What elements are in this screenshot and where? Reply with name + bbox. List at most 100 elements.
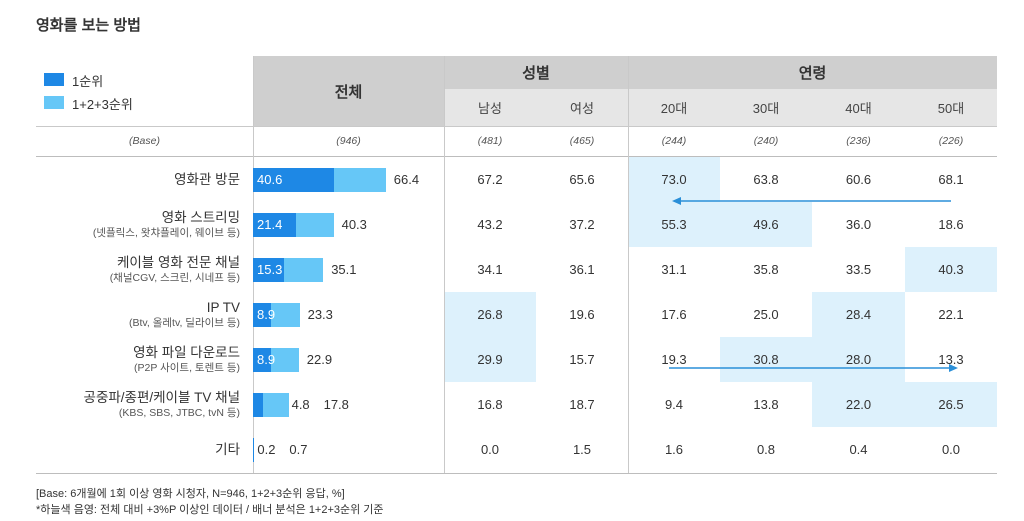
value-cell: 22.1 — [938, 307, 964, 322]
row-label-main: 케이블 영화 전문 채널 — [116, 254, 240, 270]
row-label: 영화 스트리밍 (넷플릭스, 왓챠플레이, 웨이브 등) — [36, 209, 240, 240]
highlight-cell — [812, 292, 905, 337]
bar-first — [253, 437, 254, 462]
value-cell: 28.0 — [845, 352, 872, 367]
base-count: (240) — [753, 135, 779, 147]
value-cell: 18.7 — [569, 397, 595, 412]
row-label: 영화 파일 다운로드 (P2P 사이트, 토렌트 등) — [36, 344, 240, 375]
base-count: (481) — [477, 135, 503, 147]
value-cell: 29.9 — [477, 352, 503, 367]
value-cell: 0.4 — [849, 442, 868, 457]
row-label-sub: (Btv, 올레tv, 딜라이브 등) — [129, 316, 240, 329]
highlight-cell — [628, 157, 720, 202]
value-cell: 31.1 — [661, 262, 687, 277]
header-gender-bg — [444, 56, 628, 89]
value-cell: 36.1 — [569, 262, 595, 277]
row-label: 영화관 방문 — [36, 171, 240, 188]
bar-first-label: 15.3 — [257, 261, 283, 277]
highlight-cell — [444, 337, 536, 382]
value-cell: 25.0 — [753, 307, 779, 322]
footnote-base: [Base: 6개월에 1회 이상 영화 시청자, N=946, 1+2+3순위… — [36, 488, 345, 500]
legend-swatch-first — [44, 73, 64, 86]
row-label-main: 영화관 방문 — [174, 171, 240, 187]
highlight-cell — [812, 337, 905, 382]
value-cell: 65.6 — [569, 172, 595, 187]
header-age: 연령 — [798, 65, 827, 82]
value-cell: 43.2 — [477, 217, 503, 232]
header-sub-bg — [444, 89, 997, 126]
bar-first — [253, 212, 296, 237]
value-cell: 26.5 — [938, 397, 964, 412]
base-count: (465) — [569, 135, 595, 147]
bar-top3-label: 35.1 — [331, 261, 357, 277]
base-count: (226) — [938, 135, 964, 147]
bar-top3-label: 23.3 — [307, 306, 333, 322]
highlight-cell — [905, 382, 997, 427]
bar-first-label: 21.4 — [257, 216, 283, 232]
value-cell: 40.3 — [938, 262, 964, 277]
value-cell: 19.3 — [661, 352, 687, 367]
header-column: 50대 — [937, 101, 965, 116]
value-cell: 63.8 — [753, 172, 779, 187]
base-total: (946) — [336, 135, 361, 147]
bar-first — [253, 167, 335, 192]
row-label: IP TV (Btv, 올레tv, 딜라이브 등) — [36, 299, 240, 330]
highlight-cell — [812, 382, 905, 427]
header-total: 전체 — [334, 83, 363, 101]
bar-top3-label: 66.4 — [393, 171, 420, 187]
vline-gender — [628, 56, 629, 473]
value-cell: 19.6 — [569, 307, 595, 322]
bar-first-label: 40.6 — [257, 171, 283, 187]
value-cell: 55.3 — [661, 217, 687, 232]
bottom-divider — [36, 473, 997, 474]
base-count: (244) — [661, 135, 687, 147]
vline-total — [444, 56, 445, 473]
bar-first — [253, 347, 271, 372]
value-cell: 28.4 — [845, 307, 872, 322]
row-label-main: 영화 파일 다운로드 — [133, 344, 240, 360]
header-gender: 성별 — [522, 65, 550, 82]
value-cell: 13.3 — [938, 352, 964, 367]
bar-first — [253, 302, 271, 327]
value-cell: 0.8 — [756, 442, 776, 457]
highlight-cell — [905, 247, 997, 292]
row-label: 기타 — [36, 441, 240, 458]
header-column: 남성 — [478, 101, 502, 116]
value-cell: 33.5 — [845, 262, 872, 277]
bar-top3-label: 40.3 — [341, 216, 367, 232]
header-column: 20대 — [660, 101, 688, 116]
base-label: (Base) — [129, 135, 160, 147]
header-column: 여성 — [570, 101, 594, 116]
row-label-sub: (KBS, SBS, JTBC, tvN 등) — [118, 406, 240, 419]
bar-top3-label: 22.9 — [306, 351, 333, 367]
footnote-highlight: *하늘색 음영: 전체 대비 +3%P 이상인 데이터 / 배너 분석은 1+2… — [36, 504, 384, 516]
header-column: 40대 — [845, 101, 872, 116]
highlight-cell — [444, 292, 536, 337]
value-cell: 37.2 — [569, 217, 595, 232]
value-cell: 30.8 — [753, 352, 779, 367]
bar-first — [253, 392, 263, 417]
row-label-main: 기타 — [215, 441, 240, 457]
value-cell: 60.6 — [845, 172, 872, 187]
row-label-sub: (P2P 사이트, 토렌트 등) — [134, 361, 240, 374]
value-cell: 13.8 — [753, 397, 779, 412]
bar-top3-label: 0.7 — [289, 441, 308, 457]
value-cell: 0.0 — [941, 442, 961, 457]
row-label-main: IP TV — [206, 299, 240, 315]
value-cell: 16.8 — [477, 397, 503, 412]
highlight-cell — [720, 202, 812, 247]
bar-first — [253, 257, 284, 282]
chart-title: 영화를 보는 방법 — [36, 17, 141, 34]
value-cell: 22.0 — [845, 397, 872, 412]
base-count: (236) — [846, 135, 871, 147]
value-cell: 67.2 — [477, 172, 503, 187]
header-divider — [36, 126, 997, 127]
value-cell: 1.6 — [664, 442, 684, 457]
value-cell: 26.8 — [477, 307, 503, 322]
row-label-sub: (넷플릭스, 왓챠플레이, 웨이브 등) — [92, 226, 240, 239]
row-label-sub: (채널CGV, 스크린, 시네프 등) — [109, 271, 240, 284]
value-cell: 9.4 — [664, 397, 684, 412]
bar-first-label: 8.9 — [257, 351, 276, 367]
row-label-main: 공중파/종편/케이블 TV 채널 — [83, 389, 240, 405]
value-cell: 73.0 — [661, 172, 687, 187]
